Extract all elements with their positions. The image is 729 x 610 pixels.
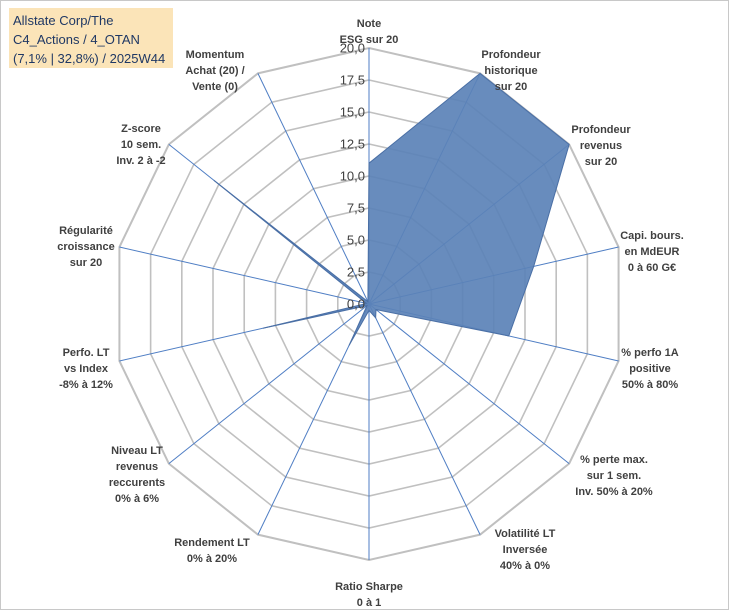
radar-spoke bbox=[257, 73, 370, 305]
axis-label-line: sur 20 bbox=[495, 81, 527, 93]
axis-label-10: Niveau LT revenus reccurents 0% à 6% bbox=[109, 445, 165, 505]
tick-label: 0,0 bbox=[347, 297, 365, 312]
axis-label-line: Niveau LT bbox=[111, 445, 163, 457]
axis-label-line: sur 20 bbox=[585, 156, 617, 168]
axis-label-line: vs Index bbox=[64, 363, 109, 375]
axis-label-line: Profondeur bbox=[571, 124, 631, 136]
axis-label-8: Ratio Sharpe 0 à 1 bbox=[335, 581, 403, 609]
tick-label: 2,5 bbox=[347, 265, 365, 280]
axis-label-11: Perfo. LT vs Index -8% à 12% bbox=[59, 347, 113, 391]
chart-title-box: Allstate Corp/The C4_Actions / 4_OTAN (7… bbox=[9, 8, 173, 68]
axis-label-line: Inv. 2 à -2 bbox=[116, 155, 165, 167]
axis-label-line: Inversée bbox=[503, 544, 548, 556]
radar-spoke bbox=[368, 303, 481, 535]
axis-label-line: 0% à 20% bbox=[187, 553, 237, 565]
axis-label-line: reccurents bbox=[109, 477, 165, 489]
axis-label-line: Note bbox=[357, 18, 381, 30]
tick-label: 15,0 bbox=[340, 105, 365, 120]
axis-label-line: revenus bbox=[116, 461, 158, 473]
axis-label-2: Profondeur historique sur 20 bbox=[481, 49, 541, 93]
axis-label-line: 0 à 60 G€ bbox=[628, 262, 676, 274]
axis-label-line: Capi. bours. bbox=[620, 230, 684, 242]
axis-label-line: Régularité bbox=[59, 225, 113, 237]
radar-spoke bbox=[168, 303, 370, 465]
axis-labels: Note ESG sur 20 Profondeur historique sur 20… bbox=[57, 18, 684, 609]
axis-label-line: Profondeur bbox=[481, 49, 541, 61]
axis-label-line: 40% à 0% bbox=[500, 560, 550, 572]
axis-label-6: % perte max. sur 1 sem. Inv. 50% à 20% bbox=[575, 454, 653, 498]
axis-label-line: 0% à 6% bbox=[115, 493, 159, 505]
axis-label-line: Perfo. LT bbox=[63, 347, 110, 359]
axis-label-12: Régularité croissance sur 20 bbox=[57, 225, 114, 269]
axis-label-line: 0 à 1 bbox=[357, 597, 381, 609]
axis-label-line: revenus bbox=[580, 140, 622, 152]
title-line-1: Allstate Corp/The bbox=[13, 13, 114, 28]
axis-label-line: ESG sur 20 bbox=[340, 34, 399, 46]
axis-label-line: historique bbox=[484, 65, 537, 77]
axis-label-line: % perfo 1A bbox=[621, 347, 679, 359]
axis-label-5: % perfo 1A positive 50% à 80% bbox=[621, 347, 679, 391]
axis-label-7: Volatilité LT Inversée 40% à 0% bbox=[495, 528, 556, 572]
title-line-2: C4_Actions / 4_OTAN bbox=[13, 32, 140, 47]
axis-label-13: Z-score 10 sem. Inv. 2 à -2 bbox=[116, 123, 165, 167]
tick-label: 17,5 bbox=[340, 73, 365, 88]
axis-label-line: Volatilité LT bbox=[495, 528, 556, 540]
axis-label-line: Rendement LT bbox=[174, 537, 250, 549]
axis-label-line: Inv. 50% à 20% bbox=[575, 486, 653, 498]
axis-label-line: 50% à 80% bbox=[622, 379, 678, 391]
radar-series bbox=[213, 72, 570, 346]
radial-tick-labels: 0,0 2,5 5,0 7,5 10,0 12,5 15,0 17,5 20,0 bbox=[340, 41, 365, 312]
axis-label-line: sur 1 sem. bbox=[587, 470, 641, 482]
axis-label-line: Vente (0) bbox=[192, 81, 238, 93]
radar-spoke bbox=[368, 303, 570, 465]
tick-label: 10,0 bbox=[340, 169, 365, 184]
axis-label-9: Rendement LT 0% à 20% bbox=[174, 537, 250, 565]
series-area bbox=[213, 72, 570, 346]
axis-label-1: Note ESG sur 20 bbox=[340, 18, 399, 46]
axis-label-3: Profondeur revenus sur 20 bbox=[571, 124, 631, 168]
tick-label: 7,5 bbox=[347, 201, 365, 216]
axis-label-line: % perte max. bbox=[580, 454, 648, 466]
axis-label-line: positive bbox=[629, 363, 671, 375]
axis-label-14: Momentum Achat (20) / Vente (0) bbox=[185, 49, 244, 93]
axis-label-line: Achat (20) / bbox=[185, 65, 244, 77]
axis-label-line: en MdEUR bbox=[625, 246, 680, 258]
axis-label-line: Momentum bbox=[186, 49, 245, 61]
axis-label-line: sur 20 bbox=[70, 257, 102, 269]
axis-label-line: Ratio Sharpe bbox=[335, 581, 403, 593]
axis-label-line: -8% à 12% bbox=[59, 379, 113, 391]
axis-label-line: Z-score bbox=[121, 123, 161, 135]
tick-label: 20,0 bbox=[340, 41, 365, 56]
radar-spoke bbox=[119, 246, 370, 305]
axis-label-4: Capi. bours. en MdEUR 0 à 60 G€ bbox=[620, 230, 684, 274]
tick-label: 5,0 bbox=[347, 233, 365, 248]
tick-label: 12,5 bbox=[340, 137, 365, 152]
axis-label-line: croissance bbox=[57, 241, 114, 253]
title-line-3: (7,1% | 32,8%) / 2025W44 bbox=[13, 51, 166, 66]
axis-label-line: 10 sem. bbox=[121, 139, 161, 151]
